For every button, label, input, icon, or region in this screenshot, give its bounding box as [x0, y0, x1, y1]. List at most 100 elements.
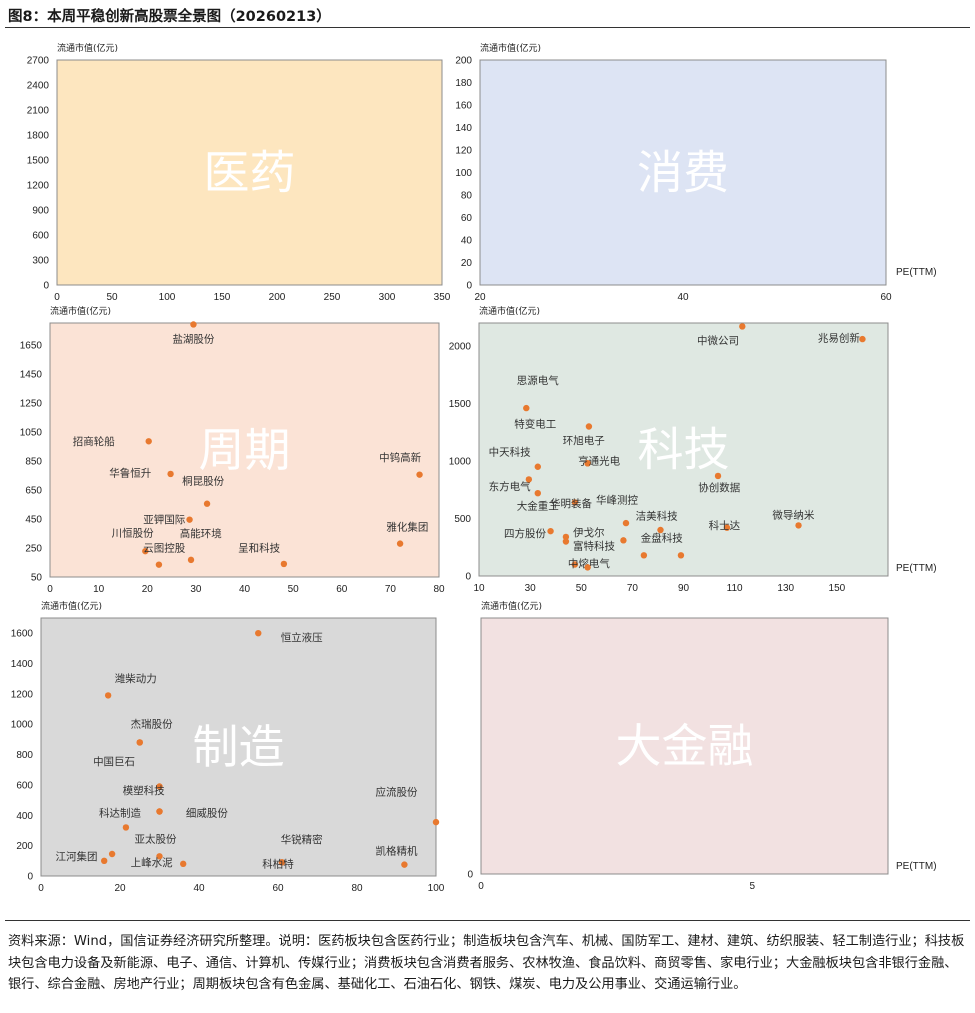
x-tick-label: 350 [434, 292, 451, 303]
data-point [145, 438, 152, 445]
x-tick-label: 100 [159, 292, 176, 303]
y-tick-label: 140 [455, 123, 472, 134]
point-label: 凯格精机 [376, 844, 418, 857]
y-tick-label: 50 [31, 573, 43, 584]
chart-cyclical: 周期流通市值(亿元)502504506508501050125014501650… [20, 305, 445, 595]
y-axis-label: 流通市值(亿元) [481, 600, 542, 612]
point-label: 亚钾国际 [143, 513, 185, 526]
data-point [432, 818, 440, 826]
point-label: 江河集团 [56, 850, 98, 863]
data-point [714, 472, 722, 480]
point-label: 川恒股份 [112, 527, 154, 540]
point-label: 洁美科技 [636, 510, 678, 523]
sector-title: 周期 [199, 423, 291, 477]
y-tick-label: 600 [16, 780, 33, 791]
source-note: 资料来源：Wind，国信证券经济研究所整理。说明：医药板块包含医药行业；制造板块… [8, 934, 965, 992]
plot-area [56, 59, 443, 286]
data-point [156, 853, 163, 860]
x-tick-label: 80 [433, 584, 445, 595]
x-axis-label: PE(TTM) [896, 861, 937, 872]
y-tick-label: 0 [43, 281, 49, 292]
y-tick-label: 0 [467, 870, 473, 881]
point-label: 华峰测控 [596, 494, 638, 507]
y-tick-label: 60 [461, 213, 473, 224]
point-label: 科达制造 [99, 807, 141, 820]
data-point [723, 524, 731, 531]
data-point [186, 516, 193, 523]
x-tick-label: 90 [678, 583, 690, 594]
data-point [523, 404, 530, 412]
data-point [657, 526, 664, 534]
y-tick-label: 1250 [20, 398, 43, 409]
data-point [795, 522, 802, 529]
x-tick-label: 60 [880, 292, 892, 303]
data-point [180, 860, 187, 868]
y-tick-label: 1500 [449, 399, 472, 410]
bottom-rule [5, 920, 970, 921]
y-tick-label: 300 [32, 256, 49, 267]
data-point [584, 460, 591, 467]
data-point [571, 561, 579, 568]
y-tick-label: 1000 [449, 457, 472, 468]
point-label: 应流股份 [376, 785, 418, 798]
x-tick-label: 10 [93, 584, 105, 595]
plot-area [479, 59, 887, 286]
data-point [136, 739, 143, 746]
data-point [155, 561, 163, 568]
data-point [122, 824, 130, 831]
x-tick-label: 60 [336, 584, 348, 595]
x-tick-label: 40 [193, 883, 205, 894]
y-tick-label: 800 [16, 750, 33, 761]
point-label: 科士达 [709, 519, 741, 532]
y-tick-label: 1000 [11, 720, 34, 731]
sector-title: 医药 [204, 146, 296, 200]
x-axis-label: PE(TTM) [896, 563, 937, 574]
point-label: 思源电气 [517, 374, 559, 387]
chart-consumer: 消费流通市值(亿元)PE(TTM)02040608010012014016018… [455, 42, 936, 303]
y-tick-label: 1400 [11, 659, 34, 670]
y-tick-label: 1050 [20, 427, 43, 438]
data-point [278, 859, 286, 866]
y-tick-label: 1650 [20, 340, 43, 351]
data-point [401, 861, 408, 868]
y-tick-label: 1500 [27, 156, 50, 167]
y-tick-label: 1200 [27, 181, 50, 192]
x-tick-label: 80 [351, 883, 363, 894]
point-label: 招商轮船 [73, 435, 115, 448]
x-tick-label: 150 [214, 292, 231, 303]
point-label: 中国巨石 [93, 755, 135, 768]
y-tick-label: 400 [16, 811, 33, 822]
point-label: 富特科技 [573, 540, 615, 553]
point-label: 模塑科技 [123, 784, 165, 797]
x-tick-label: 20 [114, 883, 126, 894]
y-tick-label: 250 [25, 543, 42, 554]
y-tick-label: 120 [455, 146, 472, 157]
x-tick-label: 30 [190, 584, 202, 595]
y-tick-label: 40 [461, 236, 473, 247]
data-point [739, 323, 746, 330]
x-tick-label: 70 [385, 584, 397, 595]
point-label: 科柏特 [262, 857, 294, 870]
data-point [416, 471, 423, 478]
point-label: 呈和科技 [238, 541, 280, 554]
charts-canvas: 医药流通市值(亿元)030060090012001500180021002400… [11, 42, 937, 894]
y-tick-label: 450 [25, 514, 42, 525]
y-tick-label: 2700 [27, 56, 50, 67]
point-label: 环旭电子 [563, 434, 605, 447]
point-label: 特变电工 [514, 418, 556, 431]
point-label: 中钨高新 [379, 451, 421, 464]
y-tick-label: 1450 [20, 369, 43, 380]
point-label: 东方电气 [489, 480, 531, 493]
y-tick-label: 200 [16, 841, 33, 852]
data-point [547, 527, 554, 535]
data-point [396, 540, 404, 547]
point-label: 亚太股份 [135, 832, 177, 845]
sector-title: 制造 [193, 720, 285, 774]
y-tick-label: 850 [25, 456, 42, 467]
data-point [859, 335, 866, 343]
point-label: 四方股份 [504, 527, 546, 540]
sector-title: 科技 [638, 423, 730, 477]
x-tick-label: 50 [288, 584, 300, 595]
point-label: 杰瑞股份 [131, 719, 173, 731]
y-axis-label: 流通市值(亿元) [57, 42, 118, 54]
